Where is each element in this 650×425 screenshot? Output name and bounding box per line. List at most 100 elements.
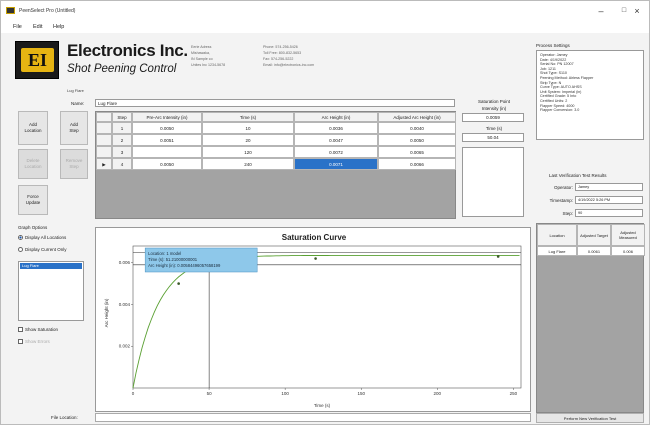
saturation-chart: Saturation Curve Time (s) Arc Height (in… — [95, 227, 531, 412]
radio-selected-icon — [18, 235, 23, 241]
x-tick-label: 100 — [281, 391, 289, 396]
operator-label: Operator: — [553, 185, 573, 190]
file-location-label: File Location: — [51, 415, 78, 420]
radio-label: Display Current Only — [25, 247, 67, 252]
contact-line: Phone: 574-256-5426 — [263, 45, 298, 49]
tooltip-line: Arc Height (in): 0.00584496057658199 — [148, 263, 221, 268]
perform-verification-button[interactable]: Perform New Verification Test — [536, 413, 644, 423]
address-block: Eerie Adress Mishawaka, IN Sample co Uni… — [191, 44, 225, 68]
list-item[interactable]: Lug Flare — [20, 263, 82, 269]
verification-table: Location Adjusted Target Adjusted Measur… — [536, 223, 645, 413]
measured-cell: 0.006 — [611, 246, 645, 256]
process-setting-line: Peening Method: Airless Flapper — [540, 75, 594, 80]
address-line: Mishawaka, — [191, 51, 210, 55]
last-verification-title: Last Verification Test Results — [549, 173, 607, 178]
location-list[interactable]: Lug Flare — [18, 261, 84, 321]
pre-arc-cell[interactable] — [132, 146, 202, 158]
time-cell[interactable]: 10 — [202, 122, 294, 134]
force-update-button[interactable]: Force Update — [18, 185, 48, 215]
col-header: Adjusted Measured — [611, 224, 645, 246]
process-settings-title: Process Settings — [536, 43, 570, 48]
address-line: Unites Inc 1234-5678 — [191, 63, 226, 67]
timestamp-label: Timestamp: — [549, 198, 573, 203]
x-tick-label: 50 — [207, 391, 213, 396]
file-location-input[interactable] — [95, 413, 531, 422]
y-tick-label: 0.006 — [119, 260, 131, 265]
display-current-radio[interactable]: Display Current Only — [18, 247, 67, 253]
time-cell[interactable]: 240 — [202, 158, 294, 170]
y-tick-label: 0.002 — [119, 344, 131, 349]
show-saturation-checkbox[interactable]: Show Saturation — [18, 327, 58, 333]
contact-line: Toll Free: 800-832-5653 — [263, 51, 302, 55]
x-tick-label: 0 — [132, 391, 135, 396]
process-setting-line: Serial No: PN 12007 — [540, 62, 574, 67]
timestamp-field: 4/19/2022 5:26 PM — [575, 196, 643, 204]
menu-edit[interactable]: Edit — [33, 24, 43, 30]
time-cell[interactable]: 20 — [202, 134, 294, 146]
display-all-radio[interactable]: Display All Locations — [18, 235, 66, 241]
remove-step-button[interactable]: Remove Step — [60, 149, 88, 179]
step-cell: 2 — [112, 134, 132, 146]
maximize-button[interactable]: □ — [621, 7, 627, 14]
time-label: Time (s) — [485, 126, 503, 131]
menu-file[interactable]: File — [13, 24, 22, 30]
saturation-point-title: Saturation Point — [477, 99, 511, 104]
chart-svg: Saturation Curve Time (s) Arc Height (in… — [104, 233, 522, 408]
adjusted-arc-cell: 0.0050 — [378, 134, 456, 146]
arc-height-cell[interactable]: 0.0047 — [294, 134, 378, 146]
show-errors-checkbox[interactable]: Show Errors — [18, 339, 50, 345]
checkbox-icon — [18, 339, 23, 345]
chart-title: Saturation Curve — [282, 233, 347, 242]
x-tick-label: 250 — [510, 391, 518, 396]
pre-arc-cell[interactable]: 0.0050 — [132, 158, 202, 170]
name-label: Name: — [71, 101, 85, 106]
pre-arc-cell[interactable]: 0.0050 — [132, 122, 202, 134]
process-setting-line: Flapper Speed: 4000 — [540, 103, 575, 108]
app-icon — [6, 7, 15, 14]
name-input[interactable]: Lug Flare — [95, 99, 455, 107]
chart-marks — [132, 252, 521, 389]
menu-help[interactable]: Help — [53, 24, 65, 30]
checkbox-icon — [18, 327, 23, 333]
col-header: Time (s) — [202, 112, 294, 122]
process-setting-line: Operator: Jamey — [540, 53, 568, 57]
process-setting-line: Certified Units: 2 — [540, 98, 568, 103]
intensity-label: Intensity (in) — [481, 106, 507, 111]
company-logo: EI — [15, 41, 59, 79]
chart-axes: 0 50 100 150 200 250 0.002 0.004 0.006 — [119, 245, 522, 396]
add-step-button[interactable]: Add Step — [60, 111, 88, 145]
graph-options-title: Graph Options — [18, 225, 48, 230]
delete-location-button[interactable]: Delete Location — [18, 149, 48, 179]
company-name: Electronics Inc. — [67, 41, 188, 60]
address-line: IN Sample co — [191, 57, 213, 61]
arc-height-cell[interactable]: 0.0072 — [294, 146, 378, 158]
step-cell: 1 — [112, 122, 132, 134]
location-cell: Lug Flare — [537, 246, 577, 256]
data-point — [496, 255, 500, 258]
checkbox-label: Show Errors — [25, 339, 50, 344]
steps-table: Step Pre-Arc Intensity (in) Time (s) Arc… — [95, 111, 456, 219]
col-header: Adjusted Arc Height (in) — [378, 112, 456, 122]
close-button[interactable]: × — [634, 6, 640, 16]
intensity-value: 0.0059 — [462, 113, 524, 122]
process-setting-line: Certified Grade: 5 Into — [540, 94, 577, 99]
radio-empty-icon — [18, 247, 23, 253]
process-setting-line: Unit System: Imperial (in) — [540, 89, 582, 94]
process-setting-line: Date: 4/19/2022 — [540, 57, 567, 62]
col-header — [96, 112, 112, 122]
contact-line: Email: info@electronics-inc.com — [263, 63, 315, 67]
logo-mark: EI — [21, 48, 54, 72]
data-point — [314, 257, 317, 260]
arc-height-cell[interactable]: 0.0036 — [294, 122, 378, 134]
pre-arc-cell[interactable]: 0.0051 — [132, 134, 202, 146]
minimize-button[interactable]: – — [598, 6, 604, 16]
col-header: Adjusted Target — [577, 224, 611, 246]
row-indicator — [96, 146, 112, 158]
col-header: Pre-Arc Intensity (in) — [132, 112, 202, 122]
time-cell[interactable]: 120 — [202, 146, 294, 158]
adjusted-arc-cell: 0.0066 — [378, 158, 456, 170]
add-location-button[interactable]: Add Location — [18, 111, 48, 145]
window-title: PeenSelect Pro (Untitled) — [19, 8, 76, 14]
arc-height-cell[interactable]: 0.0071 — [294, 158, 378, 170]
